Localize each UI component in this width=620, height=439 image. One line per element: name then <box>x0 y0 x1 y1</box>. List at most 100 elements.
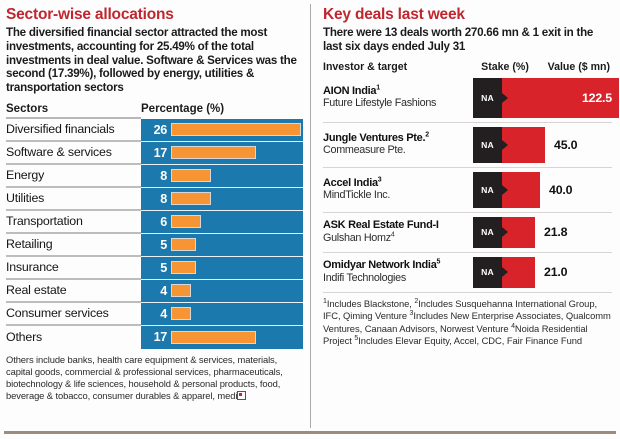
footnote-marker: 5 <box>436 258 441 266</box>
deal-row: Jungle Ventures Pte.2 Commeasure Pte. NA 45… <box>323 123 612 168</box>
bottom-rule <box>4 431 616 434</box>
sector-plot-cell: 8 <box>141 187 303 211</box>
stake-badge: NA <box>473 126 502 163</box>
missing-glyph-icon <box>237 391 247 401</box>
sector-bar <box>171 192 211 206</box>
deal-names: Jungle Ventures Pte.2 Commeasure Pte. <box>323 131 473 158</box>
deal-bar-area: NA 21.0 <box>473 256 612 288</box>
sector-row: Energy 8 <box>6 164 303 188</box>
deal-bar-area: NA 40.0 <box>473 171 612 208</box>
left-footnote-text: Others include banks, health care equipm… <box>6 353 283 402</box>
deal-row: Accel India3 MindTickle Inc. NA 40.0 <box>323 168 612 213</box>
sector-bar <box>171 146 256 160</box>
right-footnote: 1Includes Blackstone, 2Includes Susqueha… <box>323 297 612 348</box>
sector-value: 26 <box>153 122 168 137</box>
sector-plot-cell: 4 <box>141 279 303 303</box>
deal-bar-area: NA 21.8 <box>473 216 612 248</box>
sector-name: Software & services <box>6 142 141 165</box>
sector-bar <box>171 330 256 344</box>
deal-target: Future Lifestyle Fashions <box>323 97 437 110</box>
column-header-stake: Stake (%) <box>481 60 529 73</box>
left-standfirst: The diversified financial sector attract… <box>6 26 297 95</box>
footnote-marker: 4 <box>390 231 395 239</box>
deal-target: Gulshan Homz4 <box>323 231 395 244</box>
sector-row: Retailing 5 <box>6 233 303 257</box>
sector-row: Real estate 4 <box>6 279 303 303</box>
sector-bar <box>171 284 191 298</box>
stake-badge: NA <box>473 216 502 248</box>
sector-bar-chart: Diversified financials 26 Software & servi… <box>6 118 303 349</box>
deal-row: Omidyar Network India5 Indifi Technologie… <box>323 253 612 293</box>
left-footnote: Others include banks, health care equipm… <box>6 354 303 402</box>
footnote-text: Includes Blackstone, <box>326 297 415 309</box>
sector-name: Energy <box>6 165 141 188</box>
sector-value: 4 <box>160 306 167 321</box>
deal-target: Indifi Technologies <box>323 271 406 284</box>
sector-bar <box>171 307 191 321</box>
sector-value: 8 <box>160 168 167 183</box>
sector-bar <box>171 123 301 137</box>
sector-name: Consumer services <box>6 303 141 326</box>
footnote-text: Includes Elevar Equity, Accel, CDC, Fair… <box>358 335 583 347</box>
deal-value-label: 45.0 <box>554 137 578 152</box>
sector-allocations-panel: Sector-wise allocations The diversified … <box>6 6 303 402</box>
footnote-marker: 5 <box>354 334 359 342</box>
deal-value-bar <box>502 126 545 163</box>
deals-list: AION India1 Future Lifestyle Fashions NA 12… <box>323 74 619 293</box>
sector-row: Consumer services 4 <box>6 302 303 326</box>
deal-bar-area: NA 122.5 <box>473 77 619 118</box>
sector-table-header: Sectors Percentage (%) <box>6 103 303 115</box>
sector-row: Diversified financials 26 <box>6 118 303 142</box>
footnote-marker: 3 <box>377 176 382 184</box>
deal-names: Accel India3 MindTickle Inc. <box>323 176 473 203</box>
sector-row: Utilities 8 <box>6 187 303 211</box>
right-headline: Key deals last week <box>323 6 465 23</box>
sector-plot-cell: 4 <box>141 302 303 326</box>
sector-name: Transportation <box>6 211 141 234</box>
deal-investor: AION India1 <box>323 84 380 97</box>
sector-row: Insurance 5 <box>6 256 303 280</box>
right-standfirst: There were 13 deals worth 270.66 mn & 1 … <box>323 26 594 53</box>
footnote-marker: 1 <box>376 84 380 92</box>
sector-name: Diversified financials <box>6 119 141 142</box>
sector-plot-cell: 8 <box>141 164 303 188</box>
deal-value-bar <box>502 171 540 208</box>
deal-value-bar: 122.5 <box>502 77 619 118</box>
deal-investor: Jungle Ventures Pte.2 <box>323 131 429 144</box>
sector-name: Others <box>6 330 42 345</box>
sector-value: 4 <box>160 283 167 298</box>
deal-names: Omidyar Network India5 Indifi Technologie… <box>323 259 473 285</box>
sector-value: 17 <box>153 145 168 160</box>
sector-row: Others 17 <box>6 325 303 349</box>
column-header-sectors: Sectors <box>6 102 49 115</box>
stake-badge: NA <box>473 256 502 288</box>
sector-value: 5 <box>160 237 167 252</box>
deal-investor: Accel India3 <box>323 176 382 189</box>
stake-badge: NA <box>473 171 502 208</box>
sector-plot-cell: 17 <box>141 141 303 165</box>
sector-bar <box>171 261 196 275</box>
deal-value-label: 122.5 <box>581 90 612 105</box>
column-header-value: Value ($ mn) <box>547 60 610 73</box>
deal-value-label: 21.0 <box>544 265 568 280</box>
footnote-marker: 1 <box>323 297 327 305</box>
deal-value-label: 21.8 <box>544 225 568 240</box>
footnote-marker: 2 <box>425 131 429 139</box>
footnote-marker: 3 <box>409 309 414 317</box>
left-headline: Sector-wise allocations <box>6 6 174 23</box>
deal-row: AION India1 Future Lifestyle Fashions NA 12… <box>323 74 619 123</box>
panel-divider <box>310 4 311 428</box>
column-header-investor: Investor & target <box>323 60 408 73</box>
deal-value-label: 40.0 <box>549 182 573 197</box>
sector-row: Transportation 6 <box>6 210 303 234</box>
sector-plot-cell: 26 <box>141 118 303 142</box>
sector-header-rule <box>6 116 141 119</box>
key-deals-panel: Key deals last week There were 13 deals … <box>311 0 620 439</box>
sector-plot-cell: 5 <box>141 256 303 280</box>
sector-plot-cell: 5 <box>141 233 303 257</box>
sector-plot-cell: 6 <box>141 210 303 234</box>
stake-badge: NA <box>473 77 502 118</box>
footnote-text: Includes New Enterprise Associates, Qual… <box>323 310 611 334</box>
footnote-text: Noida Residential Project <box>323 322 588 347</box>
